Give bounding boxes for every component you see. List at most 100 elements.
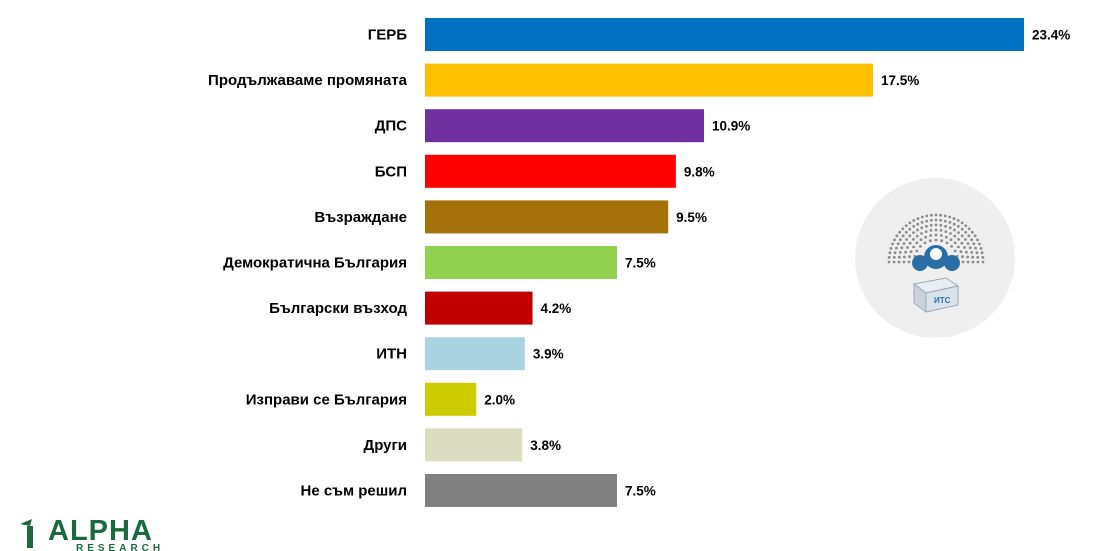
seat-dot [939,213,942,217]
bar-2 [425,63,873,97]
seat-dot [957,231,960,235]
seat-dot [966,260,970,264]
seat-dot [925,224,928,228]
seat-dot [929,223,933,227]
seat-dot [897,255,901,259]
bar-8 [425,337,525,371]
seat-dot [976,238,979,242]
bar-6 [425,246,617,279]
seat-dot [889,247,893,250]
seat-dot [908,234,912,238]
seat-dot [895,246,898,250]
seat-dot [934,228,938,232]
seat-dot [921,215,924,219]
seat-dot [912,225,916,228]
category-label: Възраждане [314,209,407,226]
seat-dot [965,250,968,254]
seat-dot [967,234,971,238]
seat-dot [915,234,919,238]
seat-dot [966,242,970,245]
seat-dot [907,260,911,264]
seat-dot [912,219,916,222]
category-label: ИТН [376,346,407,363]
seat-dot [966,255,969,259]
seat-dot [945,241,949,245]
ballot-box-text: ИТС [934,296,951,305]
seat-dot [908,221,912,225]
seat-dot [970,251,974,254]
category-label: Не съм решил [301,483,407,500]
category-label: ГЕРБ [368,27,408,44]
seat-dot [974,246,977,250]
category-label: Продължаваме промяната [208,72,408,89]
seat-dot [897,260,901,264]
seat-dot [978,242,981,246]
seat-dot [960,221,964,225]
seat-dot [902,242,906,245]
category-label: БСП [375,163,407,180]
value-label: 4.2% [541,301,572,316]
seat-dot [891,242,894,246]
seat-dot [940,239,944,243]
seat-dot [934,218,938,222]
seat-dot [915,249,919,253]
seat-dot [934,238,938,242]
seat-dot [919,238,923,242]
seat-dot [904,230,908,234]
seat-dot [943,214,947,218]
seat-dot [920,232,923,235]
seat-dot [944,235,948,239]
seat-dot [957,245,960,249]
seat-dot [925,219,929,223]
seat-dot [953,241,957,245]
seat-dot [979,247,983,250]
category-label: ДПС [375,118,407,135]
bar-5 [425,200,669,234]
logo-text: ALPHA [48,516,153,547]
seat-dot [892,255,896,259]
seat-dot [976,260,980,264]
seat-dot [930,213,933,217]
seat-dot [948,221,952,224]
seat-dot [972,242,976,246]
bar-4 [425,154,676,188]
seat-dot [939,234,943,237]
seat-dot [952,222,956,226]
seat-dot [960,234,964,238]
seat-dot [934,213,938,217]
seat-dot [953,234,957,238]
seat-dot [888,251,892,255]
seat-dot [893,238,896,242]
seat-dot [904,224,908,228]
seat-dot [957,238,960,241]
seat-dot [971,255,975,259]
seat-dot [903,255,906,259]
seat-dot [887,260,891,264]
seat-dot [961,260,965,264]
seat-dot [887,256,891,259]
seat-dot [906,246,909,249]
seat-dot [909,250,913,254]
seat-dot [939,229,943,232]
value-label: 9.5% [676,210,707,225]
seat-dot [920,221,924,224]
seat-dot [924,235,928,239]
seat-dot [948,226,952,230]
seat-dot [967,227,971,231]
logo-subtext: RESEARCH [76,543,165,551]
seat-dot [908,255,911,259]
seat-dot [905,238,908,241]
value-label: 3.9% [533,347,564,362]
seat-dot [912,231,915,235]
labels-layer: ГЕРБ 23.4% Продължаваме промяната 17.5% ДПС 1… [208,27,1070,500]
seat-dot [893,251,897,255]
seat-dot [898,230,902,234]
seat-dot [901,227,905,231]
seat-dot [929,229,933,232]
seat-dot [915,241,919,245]
value-label: 23.4% [1032,28,1070,43]
seat-dot [964,230,968,234]
seat-dot [892,260,896,264]
seat-dot [953,228,956,232]
